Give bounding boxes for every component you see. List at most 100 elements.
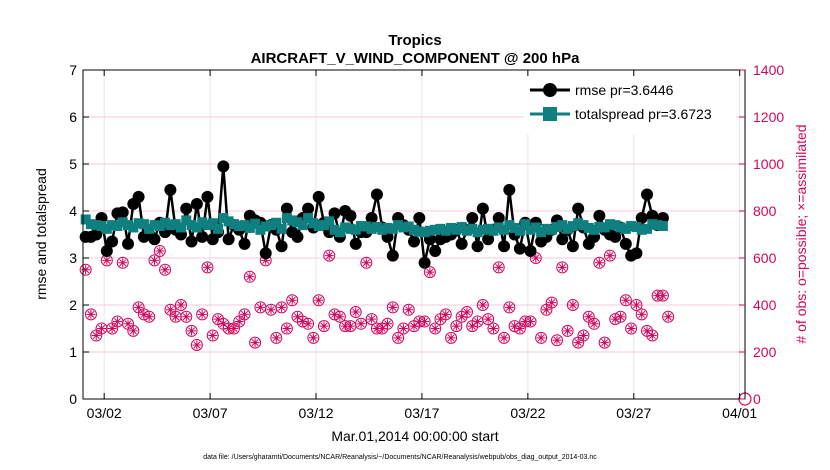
obs-assimilated-point xyxy=(573,338,583,348)
obs-assimilated-point xyxy=(637,309,647,319)
spread-point xyxy=(255,224,266,235)
obs-possible-point xyxy=(450,320,463,333)
rmse-point xyxy=(275,240,288,253)
obs-assimilated-point xyxy=(128,326,138,336)
obs-assimilated-point xyxy=(621,295,631,305)
obs-assimilated-point xyxy=(372,324,382,333)
spread-point xyxy=(615,222,626,233)
obs-assimilated-point xyxy=(435,314,445,324)
obs-assimilated-point xyxy=(631,300,641,310)
x-tick-label: 04/01 xyxy=(722,405,757,421)
rmse-point xyxy=(476,202,489,215)
legend-rmse-label: rmse pr=3.6446 xyxy=(575,82,674,98)
rmse-point xyxy=(222,233,235,246)
spread-point xyxy=(483,223,494,234)
spread-point xyxy=(324,216,335,227)
rmse-point xyxy=(122,237,135,250)
obs-possible-point xyxy=(196,308,209,321)
y-axis-label: rmse and totalspread xyxy=(33,168,49,300)
spread-point xyxy=(154,221,165,232)
spread-point xyxy=(371,221,382,232)
obs-assimilated-point xyxy=(202,262,212,272)
spread-point xyxy=(345,223,356,234)
obs-assimilated-point xyxy=(441,309,451,319)
rmse-point xyxy=(370,188,383,201)
obs-possible-point xyxy=(630,299,643,311)
legend: rmse pr=3.6446 totalspread pr=3.6723 xyxy=(524,76,736,134)
rmse-point xyxy=(291,230,304,243)
x-tick-label: 03/12 xyxy=(299,405,334,421)
y-tick-label: 7 xyxy=(69,62,77,78)
rmse-point xyxy=(280,202,293,215)
spread-point xyxy=(589,224,600,235)
obs-assimilated-point xyxy=(356,319,366,329)
obs-possible-point xyxy=(349,306,362,319)
obs-assimilated-point xyxy=(234,316,244,326)
obs-assimilated-point xyxy=(462,307,472,317)
obs-assimilated-point xyxy=(377,324,387,333)
obs-assimilated-point xyxy=(653,291,663,301)
rmse-point xyxy=(471,240,484,253)
obs-assimilated-point xyxy=(118,258,128,268)
spread-point xyxy=(525,224,536,235)
obs-assimilated-point xyxy=(663,312,673,322)
spread-point xyxy=(636,224,647,235)
spread-point xyxy=(287,215,298,226)
obs-possible-point xyxy=(84,308,97,321)
rmse-point xyxy=(116,206,129,219)
obs-possible-point xyxy=(307,331,320,344)
obs-assimilated-point xyxy=(600,338,610,348)
spread-point xyxy=(610,220,621,231)
spread-point xyxy=(626,221,637,232)
spread-point xyxy=(414,226,425,237)
legend-rmse-marker xyxy=(543,83,557,97)
obs-assimilated-point xyxy=(81,265,91,275)
y-tick-label: 4 xyxy=(69,203,77,219)
obs-possible-point xyxy=(280,322,293,335)
obs-assimilated-point xyxy=(112,316,122,326)
obs-assimilated-point xyxy=(176,300,186,310)
spread-point xyxy=(276,223,287,234)
obs-assimilated-point xyxy=(420,316,430,326)
obs-possible-point xyxy=(439,308,452,321)
y-right-tick-label: 1400 xyxy=(753,62,784,78)
rmse-spread-series xyxy=(79,160,669,269)
rmse-point xyxy=(630,247,643,260)
obs-assimilated-point xyxy=(541,305,551,315)
spread-point xyxy=(350,224,361,235)
rmse-point xyxy=(312,190,325,203)
obs-possible-point xyxy=(286,294,299,307)
spread-point xyxy=(456,221,467,232)
spread-point xyxy=(398,222,409,233)
obs-assimilated-point xyxy=(144,312,154,322)
obs-possible-point xyxy=(365,313,378,326)
y-right-tick-label: 600 xyxy=(753,250,777,266)
spread-point xyxy=(340,222,351,233)
obs-possible-point xyxy=(662,310,675,323)
obs-assimilated-point xyxy=(563,326,573,336)
rmse-point xyxy=(100,244,113,257)
obs-assimilated-point xyxy=(557,262,567,272)
obs-possible-point xyxy=(588,317,601,330)
obs-assimilated-point xyxy=(181,312,191,322)
obs-possible-point xyxy=(270,331,283,344)
obs-assimilated-point xyxy=(515,324,525,333)
rmse-point xyxy=(132,190,145,203)
obs-possible-point xyxy=(476,299,489,311)
spread-point xyxy=(583,222,594,233)
obs-possible-point xyxy=(312,294,325,307)
rmse-point xyxy=(646,209,659,222)
spread-point xyxy=(228,219,239,230)
data-file-footnote: data file: /Users/gharamti/Documents/NCA… xyxy=(203,454,597,461)
obs-assimilated-point xyxy=(488,324,498,333)
rmse-point xyxy=(90,228,103,241)
obs-assimilated-point xyxy=(616,312,626,322)
obs-possible-point xyxy=(498,331,511,344)
obs-assimilated-point xyxy=(240,309,250,319)
obs-possible-point xyxy=(116,256,129,269)
obs-assimilated-point xyxy=(526,316,536,326)
spread-point xyxy=(91,220,102,231)
legend-spread-label: totalspread pr=3.6723 xyxy=(575,106,712,122)
obs-assimilated-point xyxy=(367,314,377,324)
